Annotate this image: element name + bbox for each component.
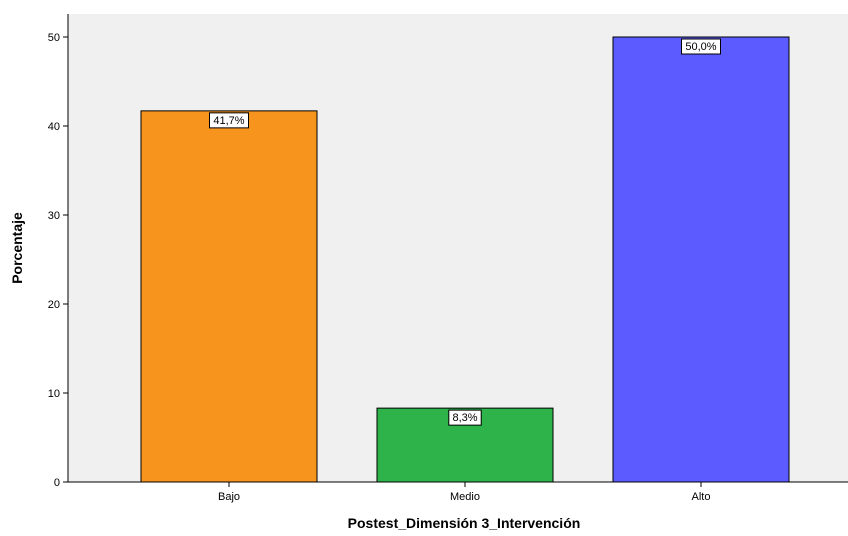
bars-layer bbox=[140, 36, 790, 483]
data-labels-layer: 41,7% 8,3% 50,0% bbox=[209, 38, 721, 426]
x-ticks-layer: Bajo Medio Alto bbox=[218, 482, 711, 503]
data-label-box bbox=[209, 112, 249, 129]
data-label-alto: 50,0% bbox=[685, 41, 716, 53]
bar-bajo bbox=[140, 110, 318, 483]
y-tick-label: 0 bbox=[54, 477, 60, 489]
x-tick-label-medio: Medio bbox=[450, 491, 480, 503]
y-tick-label: 10 bbox=[48, 388, 60, 400]
x-tick-label-alto: Alto bbox=[692, 491, 711, 503]
data-label-medio: 8,3% bbox=[452, 412, 477, 424]
data-label-box bbox=[681, 38, 721, 55]
x-tick-label-bajo: Bajo bbox=[218, 491, 240, 503]
y-tick-label: 40 bbox=[48, 121, 60, 133]
y-tick-label: 50 bbox=[48, 32, 60, 44]
y-tick-label: 30 bbox=[48, 210, 60, 222]
y-axis-title: Porcentaje bbox=[9, 212, 25, 284]
bar-alto bbox=[612, 36, 790, 483]
data-label-bajo: 41,7% bbox=[213, 115, 244, 127]
y-ticks-layer: 0 10 20 30 40 50 bbox=[48, 32, 68, 489]
y-tick-label: 20 bbox=[48, 299, 60, 311]
x-axis-title: Postest_Dimensión 3_Intervención bbox=[348, 515, 581, 531]
data-label-box bbox=[448, 409, 482, 426]
